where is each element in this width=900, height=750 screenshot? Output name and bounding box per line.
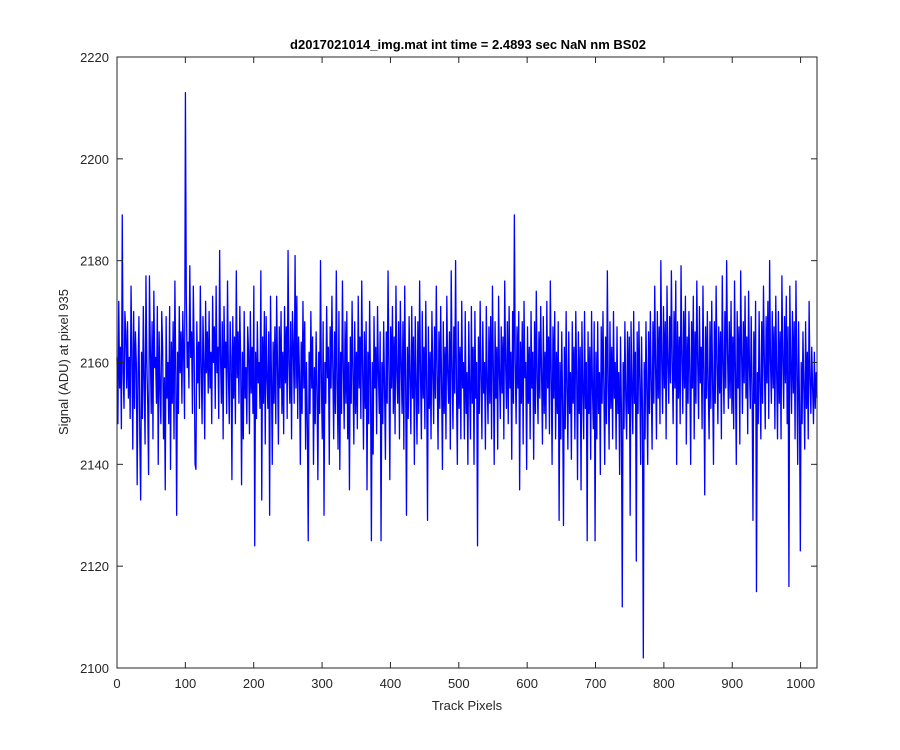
y-tick-label: 2200 bbox=[80, 152, 109, 167]
x-tick-label: 1000 bbox=[786, 676, 815, 691]
x-tick-label: 800 bbox=[653, 676, 675, 691]
x-tick-label: 0 bbox=[113, 676, 120, 691]
x-tick-label: 400 bbox=[380, 676, 402, 691]
x-tick-label: 500 bbox=[448, 676, 470, 691]
y-tick-label: 2140 bbox=[80, 457, 109, 472]
x-tick-layer: 0 100 200 300 400 500 600 700 800 900 1000 bbox=[113, 57, 815, 691]
series-line-0 bbox=[116, 91, 818, 659]
x-tick-label: 100 bbox=[175, 676, 197, 691]
y-tick-label: 2220 bbox=[80, 50, 109, 65]
y-tick-label: 2160 bbox=[80, 356, 109, 371]
x-tick-label: 900 bbox=[721, 676, 743, 691]
x-tick-label: 300 bbox=[311, 676, 333, 691]
x-axis-label: Track Pixels bbox=[432, 698, 503, 713]
y-tick-label: 2180 bbox=[80, 254, 109, 269]
x-tick-label: 700 bbox=[585, 676, 607, 691]
y-tick-label: 2100 bbox=[80, 661, 109, 676]
y-tick-layer: 2100 2120 2140 2160 2180 2200 2220 bbox=[80, 50, 817, 676]
x-tick-label: 600 bbox=[516, 676, 538, 691]
y-tick-label: 2120 bbox=[80, 559, 109, 574]
series-layer bbox=[116, 91, 818, 659]
chart-title: d2017021014_img.mat int time = 2.4893 se… bbox=[290, 37, 646, 52]
x-tick-label: 200 bbox=[243, 676, 265, 691]
y-axis-label: Signal (ADU) at pixel 935 bbox=[56, 289, 71, 435]
